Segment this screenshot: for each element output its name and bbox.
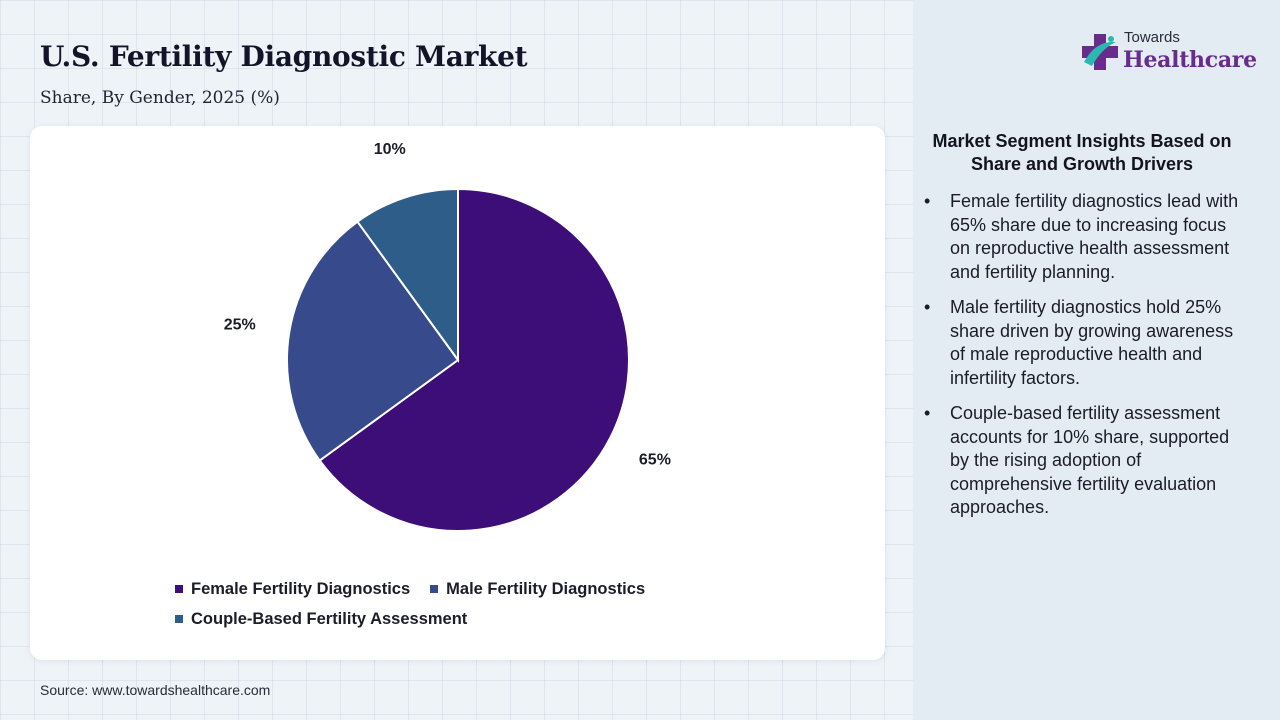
insights-list: Female fertility diagnostics lead with 6… <box>920 190 1250 532</box>
legend-label-female: Female Fertility Diagnostics <box>191 579 411 598</box>
legend-item-male: Male Fertility Diagnostics <box>430 580 645 599</box>
insight-bullet-couple: Couple-based fertility assessment accoun… <box>920 402 1250 520</box>
pie-label-female: 65% <box>639 452 671 469</box>
insight-bullet-male: Male fertility diagnostics hold 25% shar… <box>920 296 1250 390</box>
pie-slice-couple <box>356 187 459 364</box>
pie-label-couple: 10% <box>374 141 406 158</box>
legend-label-male: Male Fertility Diagnostics <box>446 579 646 598</box>
page-subtitle: Share, By Gender, 2025 (%) <box>40 88 280 108</box>
medical-cross-icon <box>1082 34 1118 70</box>
brand-logo: Towards Healthcare <box>1080 28 1260 78</box>
chart-legend: Female Fertility Diagnostics Male Fertil… <box>175 574 795 634</box>
insights-title: Market Segment Insights Based on Share a… <box>932 131 1232 174</box>
legend-label-couple: Couple-Based Fertility Assessment <box>191 609 468 628</box>
insight-bullet-female: Female fertility diagnostics lead with 6… <box>920 190 1250 284</box>
legend-swatch-couple <box>175 615 183 623</box>
legend-item-couple: Couple-Based Fertility Assessment <box>175 610 467 629</box>
legend-swatch-male <box>430 585 439 593</box>
legend-item-female: Female Fertility Diagnostics <box>175 580 410 599</box>
page-title: U.S. Fertility Diagnostic Market <box>40 40 528 73</box>
pie-chart: 65% 25% 10% <box>224 141 671 532</box>
pie-label-male: 25% <box>224 317 256 334</box>
logo-main-text: Healthcare <box>1123 47 1257 73</box>
pie-slice-female <box>318 187 630 532</box>
legend-swatch-female <box>175 585 183 593</box>
source-note: Source: www.towardshealthcare.com <box>40 682 271 698</box>
chart-card: 65% 25% 10% Female Fertility Diagnostics M… <box>30 126 885 660</box>
pie-slice-male <box>286 220 460 462</box>
logo-top-text: Towards <box>1124 29 1180 46</box>
